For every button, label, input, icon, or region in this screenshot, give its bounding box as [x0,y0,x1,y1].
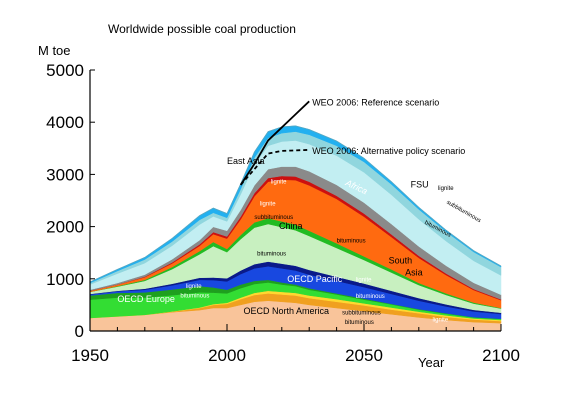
annotation-bituminous: bituminous [337,238,366,244]
annotation-lignite: lignite [356,277,372,283]
annotation-east-asia: East Asia [227,156,265,166]
scenario-label-1: WEO 2006: Reference scenario [312,97,439,107]
annotation-subbituminous: subbituminous [342,310,381,316]
annotation-south: South [389,256,413,266]
annotation-oecd-pacific: OECD Pacific [287,274,343,284]
annotation-lignite: lignite [271,179,287,185]
axes [89,70,501,332]
scenario-line-weo-2006-reference-scenario [239,100,310,186]
y-tick-label: 1000 [46,270,84,289]
y-tick-label: 3000 [46,165,84,184]
annotation-asia: Asia [405,268,423,278]
y-tick-label: 4000 [46,113,84,132]
scenario-lines: WEO 2006: Reference scenario WEO 2006: Al… [239,97,465,186]
scenario-label-2: WEO 2006: Alternative policy scenario [312,146,465,156]
annotation-lignite: lignite [438,186,454,192]
scenario-line-weo-2006-alternative-policy-scenario [240,148,310,186]
y-tick-label: 0 [75,322,84,341]
annotation-subbituminous: subbituminous [254,215,293,221]
annotation-bituminous: bituminous [180,294,209,300]
annotation-oecd-europe: OECD Europe [117,294,175,304]
chart-title: Worldwide possible coal production [108,22,296,36]
x-axis-label: Year [418,355,445,370]
stacked-areas [89,125,502,332]
annotation-bituminous: bituminous [356,294,385,300]
x-tick-label: 2050 [345,346,383,365]
x-tick-label: 2100 [482,346,520,365]
ticks: 0 1000 2000 3000 4000 5000 1950 2000 2050 2100 [46,61,520,365]
y-axis-label: M toe [38,43,71,58]
x-tick-label: 1950 [71,346,109,365]
annotation-fsu: FSU [411,179,429,189]
x-tick-label: 2000 [208,346,246,365]
annotation-bituminous: bituminous [257,251,286,257]
annotation-lignite: lignite [260,202,276,208]
y-tick-label: 5000 [46,61,84,80]
total-outline [89,125,502,283]
annotation-oecd-north-america: OECD North America [243,306,329,316]
y-tick-label: 2000 [46,218,84,237]
annotation-lignite: lignite [186,284,202,290]
annotation-lignite: lignite [433,318,449,324]
annotation-china: China [279,221,303,231]
annotation-bituminous: bituminous [345,320,374,326]
annotation-subbituminous: subbituminous [445,200,482,225]
